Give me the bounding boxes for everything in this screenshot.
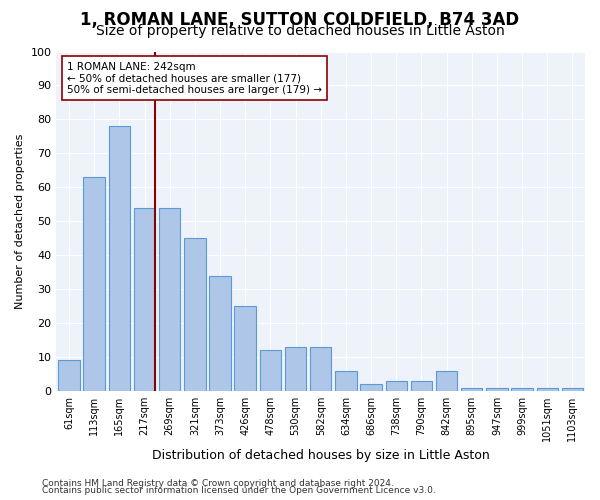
Bar [562,388,583,391]
Bar [361,384,382,391]
Bar [134,208,155,391]
Bar [159,208,181,391]
Text: 1 ROMAN LANE: 242sqm
← 50% of detached houses are smaller (177)
50% of semi-deta: 1 ROMAN LANE: 242sqm ← 50% of detached h… [67,62,322,95]
Y-axis label: Number of detached properties: Number of detached properties [15,134,25,309]
Bar [209,276,231,391]
Bar [184,238,206,391]
X-axis label: Distribution of detached houses by size in Little Aston: Distribution of detached houses by size … [152,450,490,462]
Bar [486,388,508,391]
Bar [410,380,432,391]
Bar [536,388,558,391]
Bar [386,380,407,391]
Bar [335,370,356,391]
Text: 1, ROMAN LANE, SUTTON COLDFIELD, B74 3AD: 1, ROMAN LANE, SUTTON COLDFIELD, B74 3AD [80,11,520,29]
Bar [83,177,105,391]
Bar [285,347,306,391]
Bar [310,347,331,391]
Bar [260,350,281,391]
Text: Size of property relative to detached houses in Little Aston: Size of property relative to detached ho… [95,24,505,38]
Bar [461,388,482,391]
Bar [235,306,256,391]
Bar [58,360,80,391]
Bar [109,126,130,391]
Bar [511,388,533,391]
Bar [436,370,457,391]
Text: Contains public sector information licensed under the Open Government Licence v3: Contains public sector information licen… [42,486,436,495]
Text: Contains HM Land Registry data © Crown copyright and database right 2024.: Contains HM Land Registry data © Crown c… [42,478,394,488]
